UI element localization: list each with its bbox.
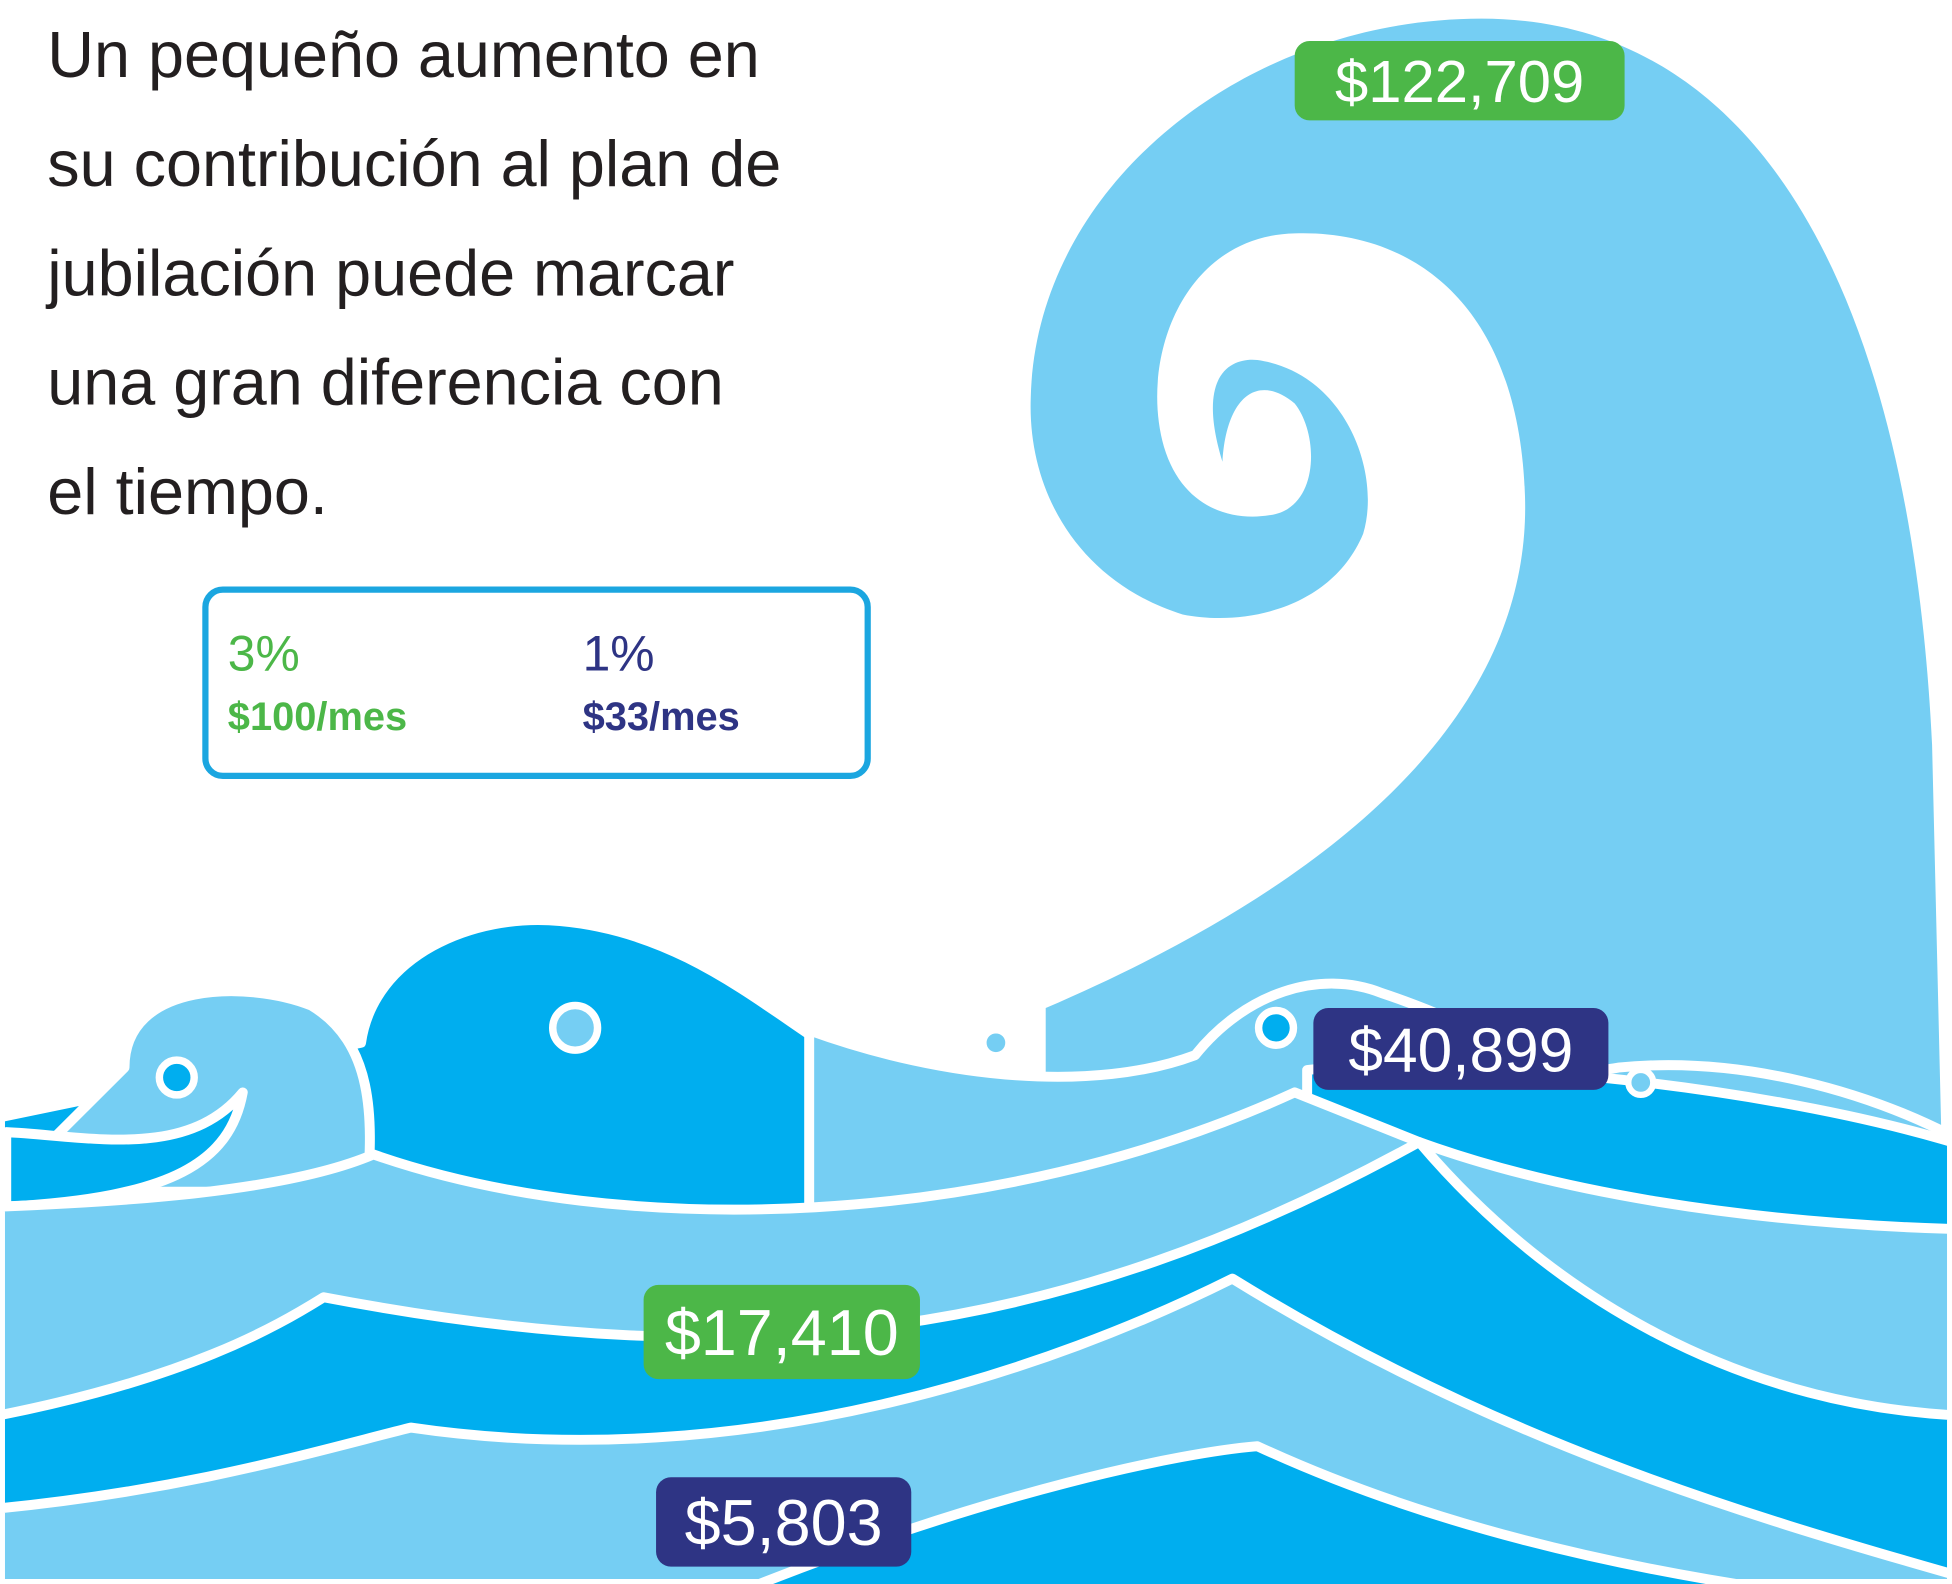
heading: Un pequeño aumento en su contribución al … (45, 18, 781, 528)
page: {"heading": ["Un pequeño aumento en", "s… (0, 0, 1952, 1584)
value-label: $40,899 (1348, 1016, 1573, 1085)
legend-amount: $33/mes (583, 695, 740, 739)
infographic: Un pequeño aumento en su contribución al … (0, 0, 1952, 1584)
swirl (1628, 1070, 1653, 1095)
legend-box (205, 590, 867, 776)
heading-line: jubilación puede marcar (45, 237, 734, 310)
swirl (983, 1030, 1008, 1055)
swirl (553, 1006, 598, 1051)
swirl (1259, 1010, 1294, 1045)
value-label: $122,709 (1335, 48, 1584, 115)
legend-rate: 3% (228, 625, 300, 681)
heading-line: su contribución al plan de (47, 127, 781, 200)
swirl (159, 1060, 194, 1095)
value-label: $5,803 (685, 1486, 883, 1559)
heading-line: una gran diferencia con (47, 346, 723, 419)
legend-amount: $100/mes (228, 695, 407, 739)
heading-line: el tiempo. (47, 455, 328, 528)
value-label: $17,410 (665, 1296, 899, 1369)
legend-rate: 1% (583, 625, 655, 681)
heading-line: Un pequeño aumento en (47, 18, 759, 91)
